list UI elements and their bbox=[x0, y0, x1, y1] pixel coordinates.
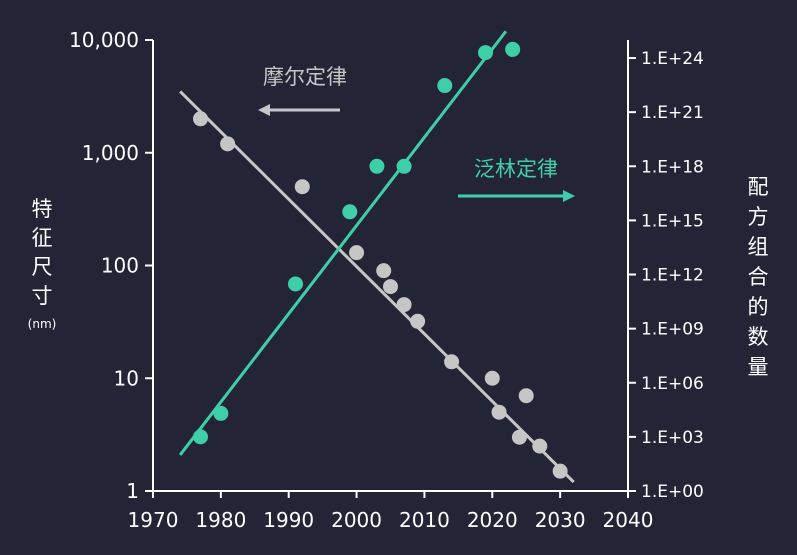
moore-data-point bbox=[491, 404, 507, 420]
moore-trend-line bbox=[179, 90, 575, 484]
right-tick-label: 1.E+09 bbox=[641, 320, 704, 340]
lam-data-point bbox=[437, 78, 453, 94]
series-lam bbox=[178, 30, 521, 456]
x-tick-label: 2040 bbox=[603, 508, 654, 532]
right-tick-label: 1.E+24 bbox=[641, 49, 704, 69]
moore-data-point bbox=[552, 463, 568, 479]
x-tick-label: 1990 bbox=[263, 508, 314, 532]
left-axis-label: 特征尺寸 bbox=[32, 197, 53, 308]
series-layer bbox=[178, 30, 575, 484]
right-axis-label: 配方组合的数量 bbox=[748, 175, 769, 379]
right-tick-label: 1.E+06 bbox=[641, 374, 704, 394]
right-tick-label: 1.E+15 bbox=[641, 211, 704, 231]
legend-moore-arrow-head bbox=[258, 104, 270, 116]
legend-moore: 摩尔定律 bbox=[258, 65, 347, 116]
right-axis-ticks: 1.E+00 1.E+03 1.E+06 1.E+09 1.E+12 1.E+15 1.E+… bbox=[628, 49, 704, 502]
lam-data-point bbox=[478, 45, 493, 61]
lam-data-point bbox=[505, 41, 521, 57]
right-tick-label: 1.E+12 bbox=[641, 266, 704, 286]
moore-data-point bbox=[484, 370, 500, 386]
moore-data-point bbox=[376, 263, 392, 279]
x-tick-label: 2030 bbox=[535, 508, 586, 532]
lam-data-point bbox=[369, 158, 385, 174]
lam-data-point bbox=[396, 158, 412, 174]
left-axis-unit: (nm) bbox=[28, 317, 57, 331]
moore-data-point bbox=[349, 245, 365, 261]
x-tick-label: 1980 bbox=[195, 508, 246, 532]
left-tick-label: 10,000 bbox=[69, 28, 139, 52]
right-tick-label: 1.E+18 bbox=[641, 157, 704, 177]
legend-lam-arrow-head bbox=[563, 190, 575, 202]
moore-data-point bbox=[294, 179, 310, 195]
moore-data-point bbox=[518, 388, 534, 404]
series-moore bbox=[179, 90, 575, 484]
right-tick-label: 1.E+03 bbox=[641, 428, 704, 448]
lam-data-point bbox=[193, 429, 208, 445]
left-axis-ticks: 1 10 100 1,000 10,000 bbox=[69, 28, 153, 503]
right-tick-label: 1.E+00 bbox=[641, 482, 704, 502]
x-tick-label: 1970 bbox=[128, 508, 179, 532]
moore-data-point bbox=[220, 136, 236, 152]
moore-data-point bbox=[396, 297, 412, 313]
left-tick-label: 100 bbox=[101, 254, 139, 278]
moore-data-point bbox=[532, 438, 548, 454]
lam-data-point bbox=[342, 204, 358, 220]
x-tick-label: 2020 bbox=[467, 508, 518, 532]
lam-trend-line bbox=[178, 30, 508, 456]
plot-area bbox=[152, 40, 629, 492]
x-tick-label: 2010 bbox=[399, 508, 450, 532]
lam-data-point bbox=[288, 276, 303, 292]
left-tick-label: 1,000 bbox=[82, 141, 139, 165]
left-axis-title: 特征尺寸 (nm) bbox=[28, 197, 57, 331]
x-axis-ticks: 1970 1980 1990 2000 2010 2020 2030 2040 bbox=[128, 491, 654, 532]
moore-data-point bbox=[383, 279, 398, 295]
lam-data-point bbox=[213, 405, 229, 421]
moore-data-point bbox=[444, 354, 460, 370]
moore-data-point bbox=[193, 111, 208, 127]
x-tick-label: 2000 bbox=[331, 508, 382, 532]
left-tick-label: 10 bbox=[114, 366, 139, 390]
right-tick-label: 1.E+21 bbox=[641, 103, 704, 123]
legend-moore-label: 摩尔定律 bbox=[263, 65, 347, 89]
moore-data-point bbox=[511, 429, 527, 445]
legend-lam-label: 泛林定律 bbox=[474, 157, 558, 181]
moore-data-point bbox=[410, 313, 426, 329]
legend-lam: 泛林定律 bbox=[458, 157, 575, 202]
left-tick-label: 1 bbox=[126, 479, 139, 503]
